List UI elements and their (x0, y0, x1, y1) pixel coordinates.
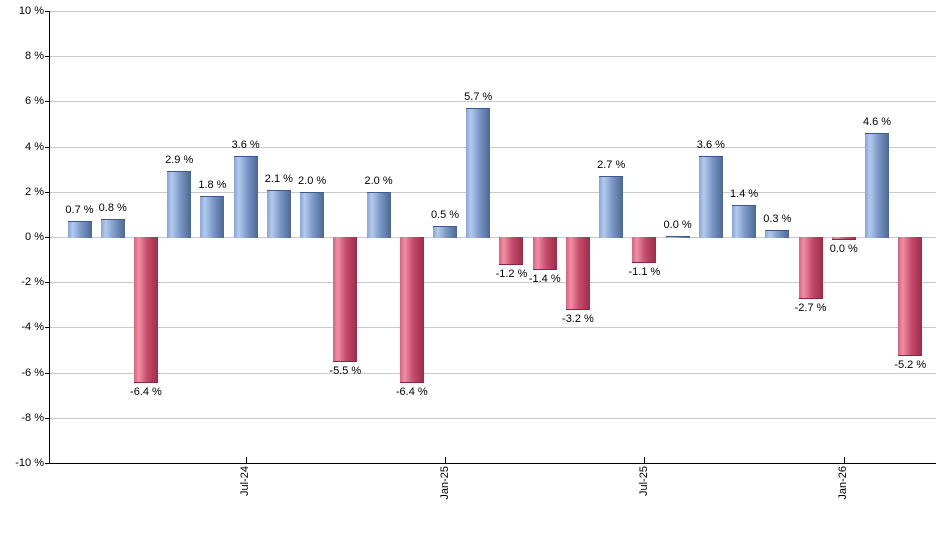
bar-value-label: 0.3 % (763, 213, 792, 226)
bar-value-label: -1.2 % (495, 268, 528, 281)
y-axis-tick (45, 192, 49, 193)
x-axis-line (49, 463, 936, 464)
bar (366, 191, 391, 238)
bar-value-label: -3.2 % (562, 313, 594, 326)
gridline (49, 418, 936, 419)
bar-value-label: 1.8 % (198, 179, 227, 192)
x-axis-tick (844, 457, 845, 463)
bar (865, 133, 890, 238)
bar (266, 189, 291, 238)
y-axis-line (49, 11, 50, 464)
bar (698, 155, 723, 238)
bar-value-label: 2.7 % (597, 158, 626, 171)
bar (67, 221, 92, 238)
bar (632, 237, 657, 263)
bar-value-label: -1.1 % (628, 265, 661, 278)
bar-value-label: 0.0 % (829, 242, 858, 255)
bar-value-label: 2.1 % (264, 172, 293, 185)
bar (100, 218, 125, 238)
x-axis-tick (445, 457, 446, 463)
y-axis-label: 6 % (25, 95, 44, 107)
bar (499, 237, 524, 266)
bar-value-label: -6.4 % (130, 385, 162, 398)
bar (532, 237, 557, 270)
bar-value-label: -2.7 % (794, 302, 827, 315)
bar (200, 196, 225, 238)
bar (831, 237, 856, 240)
bar-value-label: 2.0 % (364, 174, 393, 187)
x-axis-label: Jul-24 (239, 466, 252, 496)
bar-value-label: 2.9 % (165, 154, 194, 167)
bar (333, 237, 358, 363)
gridline (49, 192, 936, 193)
bar (300, 191, 325, 238)
bar (433, 225, 458, 238)
bar-value-label: -1.4 % (528, 272, 561, 285)
y-axis-label: -4 % (21, 321, 44, 333)
y-axis-label: 2 % (25, 186, 44, 198)
y-axis-tick (45, 282, 49, 283)
bar (466, 108, 491, 238)
y-axis-label: 0 % (25, 231, 44, 243)
y-axis-label: 8 % (25, 50, 44, 62)
y-axis-label: 10 % (18, 5, 44, 17)
bar (765, 230, 790, 238)
bar (565, 237, 590, 311)
bar-value-label: -5.2 % (894, 358, 927, 371)
bar-value-label: 2.0 % (298, 174, 327, 187)
gridline (49, 282, 936, 283)
y-axis-tick (45, 11, 49, 12)
bar-value-label: 1.4 % (730, 188, 759, 201)
bar (798, 237, 823, 300)
y-axis-tick (45, 418, 49, 419)
bar-value-label: 3.6 % (696, 138, 725, 151)
x-axis-label: Jan-26 (837, 466, 850, 500)
bar-value-label: 0.0 % (663, 218, 692, 231)
bar-value-label: 0.7 % (65, 204, 94, 217)
bar-value-label: 0.5 % (430, 208, 460, 221)
y-axis-tick (45, 147, 49, 148)
gridline (49, 237, 936, 238)
x-axis-tick (246, 457, 247, 463)
gridline (49, 147, 936, 148)
bar-value-label: 3.6 % (231, 138, 260, 151)
x-axis-label: Jul-25 (637, 466, 650, 496)
bar-value-label: 0.8 % (98, 201, 127, 214)
y-axis-label: -10 % (15, 457, 44, 469)
bar (665, 235, 690, 238)
bar-value-label: 4.6 % (862, 116, 892, 129)
bar (233, 155, 258, 238)
y-axis-label: -6 % (21, 367, 44, 379)
y-axis-tick (45, 101, 49, 102)
y-axis-tick (45, 463, 49, 464)
gridline (49, 373, 936, 374)
bar (399, 237, 424, 383)
bar (167, 171, 192, 238)
y-axis-label: 4 % (25, 141, 44, 153)
gridline (49, 327, 936, 328)
gridline (49, 11, 936, 12)
bar (732, 205, 757, 238)
y-axis-tick (45, 373, 49, 374)
bar (133, 237, 158, 383)
gridline (49, 56, 936, 57)
x-axis-tick (644, 457, 645, 463)
y-axis-tick (45, 237, 49, 238)
bar-value-label: -6.4 % (395, 385, 428, 398)
y-axis-label: -2 % (21, 276, 44, 288)
bar (898, 237, 923, 356)
y-axis-tick (45, 327, 49, 328)
gridline (49, 101, 936, 102)
y-axis-tick (45, 56, 49, 57)
bar-value-label: -5.5 % (329, 365, 362, 378)
bar-value-label: 5.7 % (464, 91, 493, 104)
bar (599, 175, 624, 238)
x-axis-label: Jan-25 (438, 466, 451, 500)
y-axis-label: -8 % (21, 412, 44, 424)
